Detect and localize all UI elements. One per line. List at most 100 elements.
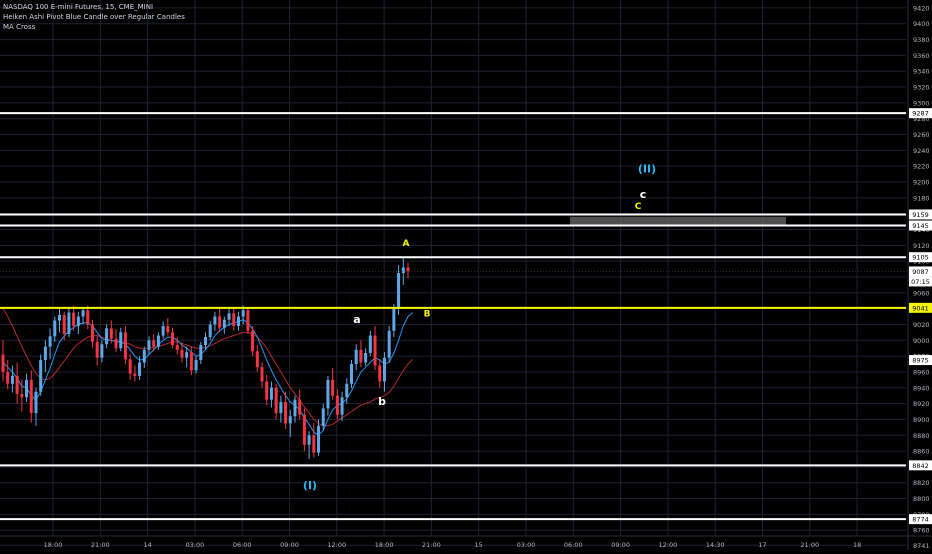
candle-body[interactable] bbox=[105, 328, 109, 345]
candle-body[interactable] bbox=[368, 335, 372, 353]
candle-body[interactable] bbox=[335, 395, 339, 415]
candle-body[interactable] bbox=[15, 375, 19, 395]
candle-body[interactable] bbox=[227, 313, 231, 320]
candle-body[interactable] bbox=[25, 379, 29, 398]
candle-body[interactable] bbox=[251, 330, 255, 352]
candle-body[interactable] bbox=[406, 267, 410, 272]
candle-body[interactable] bbox=[156, 335, 160, 347]
candle-body[interactable] bbox=[284, 402, 288, 424]
candle-body[interactable] bbox=[321, 408, 325, 426]
candle-body[interactable] bbox=[354, 349, 358, 365]
candle-body[interactable] bbox=[58, 314, 62, 321]
candle-body[interactable] bbox=[331, 379, 335, 396]
wave-label[interactable]: (I) bbox=[303, 479, 317, 492]
candle-body[interactable] bbox=[373, 335, 377, 366]
candle-body[interactable] bbox=[194, 360, 198, 371]
wave-label[interactable]: C bbox=[635, 202, 642, 212]
candle-body[interactable] bbox=[10, 375, 14, 384]
candle-body[interactable] bbox=[133, 373, 137, 376]
candle-body[interactable] bbox=[86, 310, 90, 325]
candle-body[interactable] bbox=[302, 414, 306, 445]
candle-body[interactable] bbox=[326, 379, 330, 409]
candle-body[interactable] bbox=[62, 314, 66, 334]
candle-body[interactable] bbox=[90, 324, 94, 342]
candle-body[interactable] bbox=[222, 319, 226, 328]
candle-body[interactable] bbox=[175, 345, 179, 350]
candle-body[interactable] bbox=[180, 349, 184, 358]
candle-body[interactable] bbox=[152, 340, 156, 347]
candle-body[interactable] bbox=[95, 341, 99, 358]
wave-label[interactable]: A bbox=[403, 239, 410, 249]
candle-body[interactable] bbox=[213, 316, 217, 325]
candle-body[interactable] bbox=[260, 367, 264, 382]
candle-body[interactable] bbox=[204, 337, 207, 346]
candle-body[interactable] bbox=[119, 332, 123, 349]
candle-body[interactable] bbox=[232, 313, 236, 327]
candle-body[interactable] bbox=[29, 379, 33, 414]
target-zone-rect[interactable] bbox=[570, 216, 786, 226]
wave-label[interactable]: (II) bbox=[638, 163, 656, 176]
candle-body[interactable] bbox=[109, 328, 113, 339]
candle-body[interactable] bbox=[359, 349, 363, 363]
candle-body[interactable] bbox=[236, 316, 240, 327]
candle-body[interactable] bbox=[274, 387, 278, 414]
candle-body[interactable] bbox=[364, 352, 368, 363]
candle-body[interactable] bbox=[72, 312, 76, 327]
candle-body[interactable] bbox=[142, 349, 146, 363]
candle-body[interactable] bbox=[6, 371, 10, 384]
legend-indicator-ma-cross[interactable]: MA Cross bbox=[3, 23, 36, 31]
wave-label[interactable]: b bbox=[378, 395, 386, 408]
candle-body[interactable] bbox=[298, 399, 302, 415]
candle-body[interactable] bbox=[20, 394, 24, 398]
candle-body[interactable] bbox=[317, 425, 321, 453]
legend-symbol[interactable]: NASDAQ 100 E-mini Futures, 15, CME_MINI bbox=[3, 3, 154, 11]
candle-body[interactable] bbox=[208, 324, 212, 338]
candle-body[interactable] bbox=[123, 332, 127, 360]
candle-body[interactable] bbox=[312, 435, 316, 453]
candle-body[interactable] bbox=[1, 354, 5, 372]
wave-label[interactable]: c bbox=[640, 188, 647, 201]
candle-body[interactable] bbox=[241, 310, 245, 317]
candle-body[interactable] bbox=[199, 345, 203, 361]
candle-body[interactable] bbox=[401, 267, 405, 274]
candle-body[interactable] bbox=[147, 340, 151, 350]
wave-label[interactable]: B bbox=[424, 310, 431, 320]
candle-body[interactable] bbox=[349, 364, 353, 384]
candle-body[interactable] bbox=[67, 312, 71, 334]
candle-body[interactable] bbox=[378, 365, 382, 382]
candle-body[interactable] bbox=[307, 435, 311, 445]
candle-body[interactable] bbox=[100, 344, 104, 358]
candle-body[interactable] bbox=[161, 326, 165, 336]
candle-body[interactable] bbox=[76, 316, 80, 327]
candle-body[interactable] bbox=[246, 310, 250, 331]
candle-body[interactable] bbox=[387, 330, 391, 358]
wave-label[interactable]: a bbox=[353, 313, 360, 326]
candle-body[interactable] bbox=[185, 352, 189, 358]
candle-body[interactable] bbox=[293, 399, 297, 417]
candle-body[interactable] bbox=[265, 381, 269, 400]
candle-body[interactable] bbox=[43, 346, 47, 361]
candle-body[interactable] bbox=[279, 402, 283, 414]
candle-body[interactable] bbox=[39, 360, 43, 392]
candle-body[interactable] bbox=[392, 308, 396, 331]
candle-body[interactable] bbox=[48, 336, 52, 347]
candle-body[interactable] bbox=[81, 310, 85, 317]
candle-body[interactable] bbox=[138, 362, 142, 376]
candle-body[interactable] bbox=[218, 316, 222, 328]
candle-body[interactable] bbox=[255, 351, 259, 368]
candle-body[interactable] bbox=[269, 387, 273, 400]
candle-body[interactable] bbox=[288, 416, 292, 424]
candle-body[interactable] bbox=[166, 326, 170, 333]
candle-body[interactable] bbox=[128, 359, 132, 374]
candle-body[interactable] bbox=[397, 273, 401, 309]
candle-body[interactable] bbox=[189, 352, 193, 371]
candle-body[interactable] bbox=[382, 357, 386, 382]
candle-body[interactable] bbox=[34, 391, 38, 414]
candle-body[interactable] bbox=[114, 338, 118, 349]
candle-body[interactable] bbox=[53, 320, 57, 337]
candle-body[interactable] bbox=[171, 332, 175, 346]
legend-indicator-heiken-ashi[interactable]: Heiken Ashi Pivot Blue Candle over Regul… bbox=[3, 13, 185, 21]
candle-body[interactable] bbox=[340, 397, 344, 415]
